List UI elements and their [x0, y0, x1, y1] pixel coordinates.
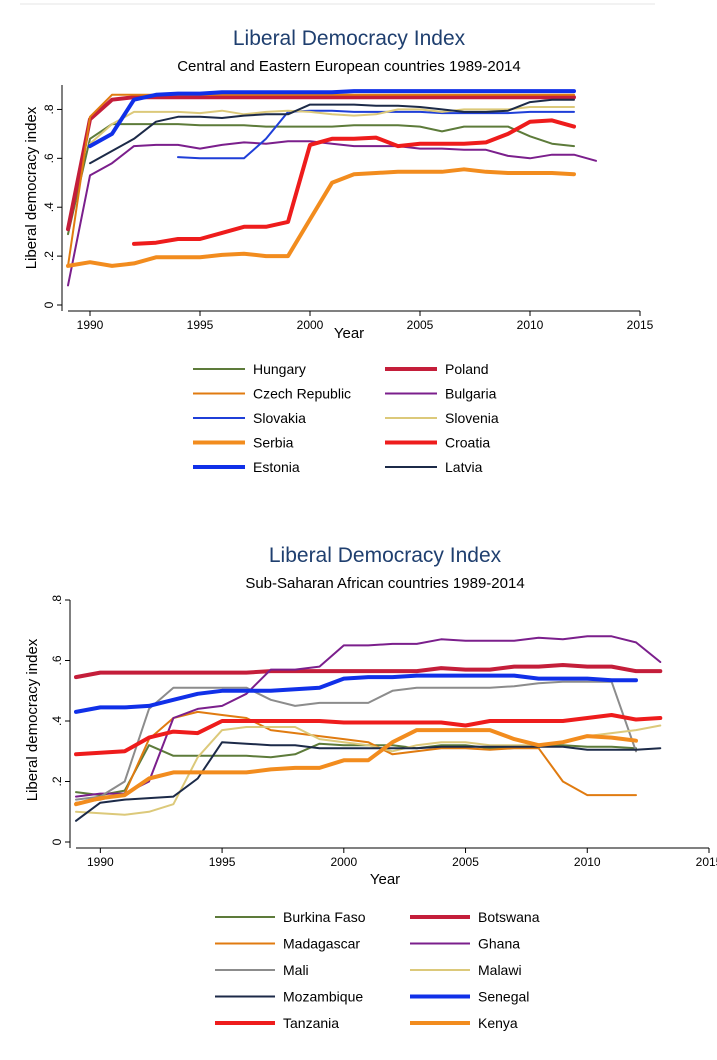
- legend-label: Tanzania: [283, 1015, 339, 1031]
- chart-title: Liberal Democracy Index: [269, 544, 502, 567]
- legend: Burkina Faso Botswana Madagascar Ghana Mali M…: [215, 909, 540, 1031]
- legend-item-mozambique: Mozambique: [215, 989, 363, 1005]
- legend-item-botswana: Botswana: [410, 909, 540, 925]
- x-tick-label: 2005: [452, 855, 479, 869]
- legend-label: Estonia: [253, 459, 300, 475]
- series-line-latvia: [89, 98, 575, 165]
- chart-subtitle: Sub-Saharan African countries 1989-2014: [245, 575, 524, 592]
- y-tick-label: .4: [42, 202, 56, 212]
- series-line-croatia: [132, 118, 576, 246]
- series-line-senegal: [74, 673, 638, 714]
- axis-ticks: 1990 1995 2000 2005 2010 2015 0 .2 .4 .6 .8: [50, 595, 717, 869]
- x-tick-label: 2015: [696, 855, 717, 869]
- y-axis-label: Liberal democracy index: [24, 638, 41, 801]
- legend-item-serbia: Serbia: [193, 435, 294, 451]
- x-tick-label: 1990: [77, 318, 104, 332]
- series-line-bulgaria: [67, 140, 597, 287]
- legend-label: Slovenia: [445, 410, 499, 426]
- y-tick-label: 0: [50, 838, 64, 845]
- legend-label: Hungary: [253, 361, 306, 377]
- legend-label: Poland: [445, 361, 489, 377]
- x-axis-label: Year: [334, 325, 364, 342]
- legend-label: Botswana: [478, 909, 540, 925]
- x-tick-label: 1995: [187, 318, 214, 332]
- y-tick-label: .8: [50, 595, 64, 605]
- series-line-mozambique: [75, 741, 662, 822]
- chart-sub-saharan-africa: Liberal Democracy Index Sub-Saharan Afri…: [24, 544, 717, 1031]
- legend-item-estonia: Estonia: [193, 459, 300, 475]
- legend-item-latvia: Latvia: [385, 459, 483, 475]
- legend-item-mali: Mali: [215, 962, 309, 978]
- plot-area: [74, 635, 663, 822]
- y-axis-label: Liberal democracy index: [23, 106, 40, 269]
- series-line-mali: [75, 680, 637, 801]
- series-line-serbia: [66, 167, 576, 268]
- x-tick-label: 2000: [330, 855, 357, 869]
- legend-item-bulgaria: Bulgaria: [385, 386, 497, 402]
- legend-item-kenya: Kenya: [410, 1015, 518, 1031]
- x-tick-label: 2015: [627, 318, 654, 332]
- legend-label: Kenya: [478, 1015, 518, 1031]
- legend-label: Madagascar: [283, 936, 360, 952]
- legend-item-poland: Poland: [385, 361, 489, 377]
- legend-label: Mozambique: [283, 989, 363, 1005]
- x-tick-label: 2005: [407, 318, 434, 332]
- axis-ticks: 1990 1995 2000 2005 2010 2015 0 .2 .4 .6 .8: [42, 85, 654, 332]
- series-line-czech-republic: [67, 93, 575, 267]
- y-tick-label: .8: [42, 104, 56, 114]
- legend-item-tanzania: Tanzania: [215, 1015, 339, 1031]
- legend-label: Burkina Faso: [283, 909, 366, 925]
- x-tick-label: 2010: [517, 318, 544, 332]
- chart-central-eastern-europe: Liberal Democracy Index Central and East…: [23, 27, 654, 475]
- x-tick-label: 2010: [574, 855, 601, 869]
- y-tick-label: .2: [42, 251, 56, 261]
- legend-label: Ghana: [478, 936, 520, 952]
- series-line-botswana: [74, 663, 663, 680]
- series-line-ghana: [75, 635, 662, 798]
- legend-label: Czech Republic: [253, 386, 351, 402]
- legend-item-hungary: Hungary: [193, 361, 306, 377]
- legend-item-slovenia: Slovenia: [385, 410, 499, 426]
- legend-item-madagascar: Madagascar: [215, 936, 360, 952]
- legend-item-ghana: Ghana: [410, 936, 520, 952]
- plot-area: [66, 89, 597, 287]
- legend-label: Senegal: [478, 989, 529, 1005]
- series-line-poland: [66, 95, 576, 232]
- series-line-tanzania: [74, 713, 663, 757]
- legend-label: Malawi: [478, 962, 522, 978]
- series-line-madagascar: [75, 710, 637, 804]
- legend-item-burkina-faso: Burkina Faso: [215, 909, 366, 925]
- chart-subtitle: Central and Eastern European countries 1…: [177, 58, 521, 75]
- y-tick-label: .6: [42, 153, 56, 163]
- legend-label: Bulgaria: [445, 386, 497, 402]
- y-tick-label: 0: [42, 301, 56, 308]
- legend-label: Serbia: [253, 435, 294, 451]
- legend-item-slovakia: Slovakia: [193, 410, 306, 426]
- legend-label: Croatia: [445, 435, 490, 451]
- x-tick-label: 1995: [209, 855, 236, 869]
- x-axis-label: Year: [370, 871, 400, 888]
- legend-item-senegal: Senegal: [410, 989, 529, 1005]
- y-tick-label: .2: [50, 776, 64, 786]
- series-line-slovakia: [177, 109, 575, 160]
- legend-item-croatia: Croatia: [385, 435, 490, 451]
- y-tick-label: .4: [50, 716, 64, 726]
- series-line-estonia: [88, 89, 576, 149]
- legend-item-czech-republic: Czech Republic: [193, 386, 351, 402]
- series-line-slovenia: [89, 106, 575, 145]
- legend: Hungary Poland Czech Republic Bulgaria Slova…: [193, 361, 499, 475]
- legend-label: Latvia: [445, 459, 483, 475]
- series-line-kenya: [74, 728, 638, 807]
- legend-item-malawi: Malawi: [410, 962, 522, 978]
- legend-label: Mali: [283, 962, 309, 978]
- x-tick-label: 2000: [297, 318, 324, 332]
- chart-title: Liberal Democracy Index: [233, 27, 466, 50]
- x-tick-label: 1990: [87, 855, 114, 869]
- legend-label: Slovakia: [253, 410, 306, 426]
- y-tick-label: .6: [50, 655, 64, 665]
